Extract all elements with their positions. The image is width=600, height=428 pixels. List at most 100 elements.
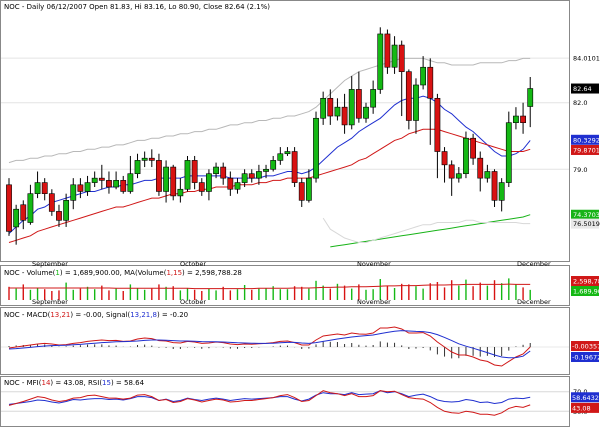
candle xyxy=(70,178,77,210)
candle-body xyxy=(341,106,348,126)
candle xyxy=(391,36,398,74)
candle xyxy=(513,107,519,130)
volume-badge-bg xyxy=(571,286,599,296)
price-badge-label: 79.8701 xyxy=(573,146,600,154)
rsi-axis-badges: 58.6432 43.08 xyxy=(571,392,599,413)
candle xyxy=(441,147,448,183)
candle-body xyxy=(405,71,412,121)
candle-body xyxy=(298,182,305,201)
price-series-line-1 xyxy=(8,128,531,243)
price-badge-label: 82.64 xyxy=(573,85,592,93)
candle xyxy=(363,102,369,123)
candle-body xyxy=(370,89,377,108)
candle-body xyxy=(113,180,119,188)
volume-ma-line xyxy=(9,283,531,290)
candle-body xyxy=(455,173,462,179)
candle-body xyxy=(527,88,534,107)
candle-body xyxy=(284,151,291,155)
candle-body xyxy=(334,106,341,117)
macd-badge-label: -0.19672 xyxy=(572,354,600,362)
rsi-series-line-1 xyxy=(8,390,531,416)
candle-body xyxy=(134,160,141,175)
price-month-label-november: November xyxy=(357,260,391,268)
candle xyxy=(484,164,491,183)
volume-month-label-october: October xyxy=(180,298,206,306)
candle xyxy=(470,133,476,165)
candle xyxy=(434,93,441,179)
candle xyxy=(77,178,84,199)
candle xyxy=(427,58,434,145)
candle-body xyxy=(170,166,177,197)
candle-body xyxy=(363,106,369,119)
candle-body xyxy=(220,166,227,179)
price-month-label-october: October xyxy=(180,260,206,268)
candle xyxy=(505,111,512,188)
price-panel-frame xyxy=(0,0,570,262)
candle-body xyxy=(177,188,184,197)
candle xyxy=(106,171,112,194)
candle-body xyxy=(384,33,391,68)
candle xyxy=(41,178,48,201)
candle-body xyxy=(6,184,12,232)
candle-body xyxy=(291,151,298,183)
candle xyxy=(198,178,205,196)
candle xyxy=(220,162,227,185)
price-series-line-2 xyxy=(330,214,531,248)
price-badge-bg xyxy=(571,209,599,220)
candle xyxy=(206,169,212,201)
candle xyxy=(398,40,405,117)
macd-badge-label: -0.00357 xyxy=(572,343,600,351)
price-series-line-4 xyxy=(322,217,531,243)
price-badge-bg xyxy=(571,144,599,155)
candle xyxy=(13,204,20,245)
candle xyxy=(91,171,98,188)
candle-body xyxy=(213,166,219,175)
price-gridlines: 84.0101 82.0 79.0 xyxy=(1,55,600,174)
volume-bars xyxy=(8,278,531,300)
candle xyxy=(163,160,169,203)
candle xyxy=(305,169,312,203)
candle xyxy=(177,178,184,203)
rsi-badge-bg xyxy=(571,392,599,403)
candle xyxy=(477,151,484,192)
price-series-line-0 xyxy=(8,95,531,234)
candle xyxy=(263,164,269,179)
volume-axis-badges: 2,598,788 1,689,900 xyxy=(571,276,600,296)
candle-body xyxy=(106,180,112,188)
candle-body xyxy=(48,193,55,212)
candle-body xyxy=(377,33,384,90)
candle-body xyxy=(263,168,269,172)
candle xyxy=(334,98,341,121)
candle-body xyxy=(320,97,327,119)
volume-badge-bg xyxy=(571,276,599,286)
macd-badge-bg xyxy=(571,352,599,362)
rsi-title: NOC - MFI(14) = 43.08, RSI(15) = 58.64 xyxy=(4,379,145,387)
candle xyxy=(156,153,162,196)
candle-body xyxy=(56,211,62,221)
candle xyxy=(355,71,362,123)
candle-body xyxy=(520,115,526,123)
candle-body xyxy=(498,182,505,201)
candle xyxy=(184,155,191,192)
price-badge-label: 74.3703 xyxy=(573,211,600,219)
candle xyxy=(170,164,177,201)
volume-month-label-december: December xyxy=(517,298,551,306)
price-badge-label: 80.3292 xyxy=(573,136,600,144)
candle xyxy=(48,189,55,216)
candle-body xyxy=(348,89,355,126)
rsi-axis-tick: 70.0 xyxy=(573,388,587,396)
volume-month-label-september: September xyxy=(32,298,68,306)
rsi-badge-label: 58.6432 xyxy=(572,394,599,402)
candle-body xyxy=(77,184,84,192)
price-title: NOC - Daily 06/12/2007 Open 81.83, Hi 83… xyxy=(4,3,270,11)
candle-body xyxy=(27,193,34,223)
candle xyxy=(277,147,284,165)
candle xyxy=(255,164,262,185)
candle-body xyxy=(63,200,70,221)
candle xyxy=(213,162,219,179)
candle-body xyxy=(163,166,169,192)
candle xyxy=(377,27,384,94)
candle xyxy=(298,178,305,207)
